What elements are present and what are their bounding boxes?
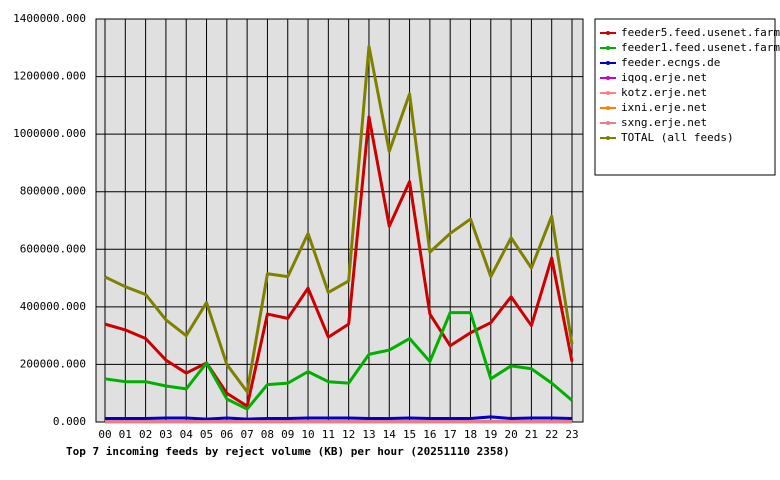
y-tick-label: 800000.000 xyxy=(20,185,86,198)
x-tick-label: 05 xyxy=(200,428,213,441)
legend-label: ixni.erje.net xyxy=(621,101,707,114)
y-tick-label: 1400000.000 xyxy=(13,12,86,25)
legend-dot xyxy=(606,106,610,110)
legend-label: feeder1.feed.usenet.farm xyxy=(621,41,780,54)
x-tick-label: 19 xyxy=(484,428,497,441)
legend-box xyxy=(594,18,776,176)
x-tick-label: 04 xyxy=(180,428,194,441)
plot-area xyxy=(95,18,584,423)
legend-label: kotz.erje.net xyxy=(621,86,707,99)
x-tick-label: 13 xyxy=(362,428,375,441)
x-tick-label: 23 xyxy=(565,428,578,441)
y-tick-label: 0.000 xyxy=(53,415,86,428)
legend-dot xyxy=(606,31,610,35)
x-tick-label: 08 xyxy=(261,428,274,441)
x-tick-label: 16 xyxy=(423,428,436,441)
x-tick-label: 00 xyxy=(98,428,111,441)
legend-label: iqoq.erje.net xyxy=(621,71,707,84)
legend-label: feeder5.feed.usenet.farm xyxy=(621,26,780,39)
series-line xyxy=(104,115,574,408)
legend-label: feeder.ecngs.de xyxy=(621,56,720,69)
legend-label: sxng.erje.net xyxy=(621,116,707,129)
x-tick-label: 06 xyxy=(220,428,233,441)
series-line xyxy=(105,415,573,421)
y-tick-label: 200000.000 xyxy=(20,357,86,370)
x-tick-label: 11 xyxy=(322,428,335,441)
y-tick-label: 1000000.000 xyxy=(13,127,86,140)
x-tick-label: 07 xyxy=(241,428,254,441)
x-tick-label: 12 xyxy=(342,428,355,441)
legend-dot xyxy=(606,76,610,80)
legend-dot xyxy=(606,91,610,95)
x-tick-label: 15 xyxy=(403,428,416,441)
y-tick-label: 1200000.000 xyxy=(13,70,86,83)
x-tick-label: 17 xyxy=(444,428,457,441)
y-tick-label: 400000.000 xyxy=(20,300,86,313)
x-tick-label: 09 xyxy=(281,428,294,441)
x-tick-label: 20 xyxy=(504,428,517,441)
series-line xyxy=(104,311,573,411)
legend-dot xyxy=(606,46,610,50)
x-tick-label: 10 xyxy=(301,428,314,441)
x-tick-label: 14 xyxy=(383,428,397,441)
chart-title: Top 7 incoming feeds by reject volume (K… xyxy=(66,445,510,458)
x-tick-label: 03 xyxy=(159,428,172,441)
legend-label: TOTAL (all feeds) xyxy=(621,131,734,144)
series-line xyxy=(104,44,574,394)
x-tick-label: 21 xyxy=(525,428,538,441)
legend-dot xyxy=(606,136,610,140)
legend-dot xyxy=(606,61,610,65)
x-tick-label: 01 xyxy=(119,428,132,441)
y-tick-label: 600000.000 xyxy=(20,242,86,255)
x-tick-label: 22 xyxy=(545,428,558,441)
x-tick-label: 18 xyxy=(464,428,477,441)
legend-dot xyxy=(606,121,610,125)
x-tick-label: 02 xyxy=(139,428,152,441)
